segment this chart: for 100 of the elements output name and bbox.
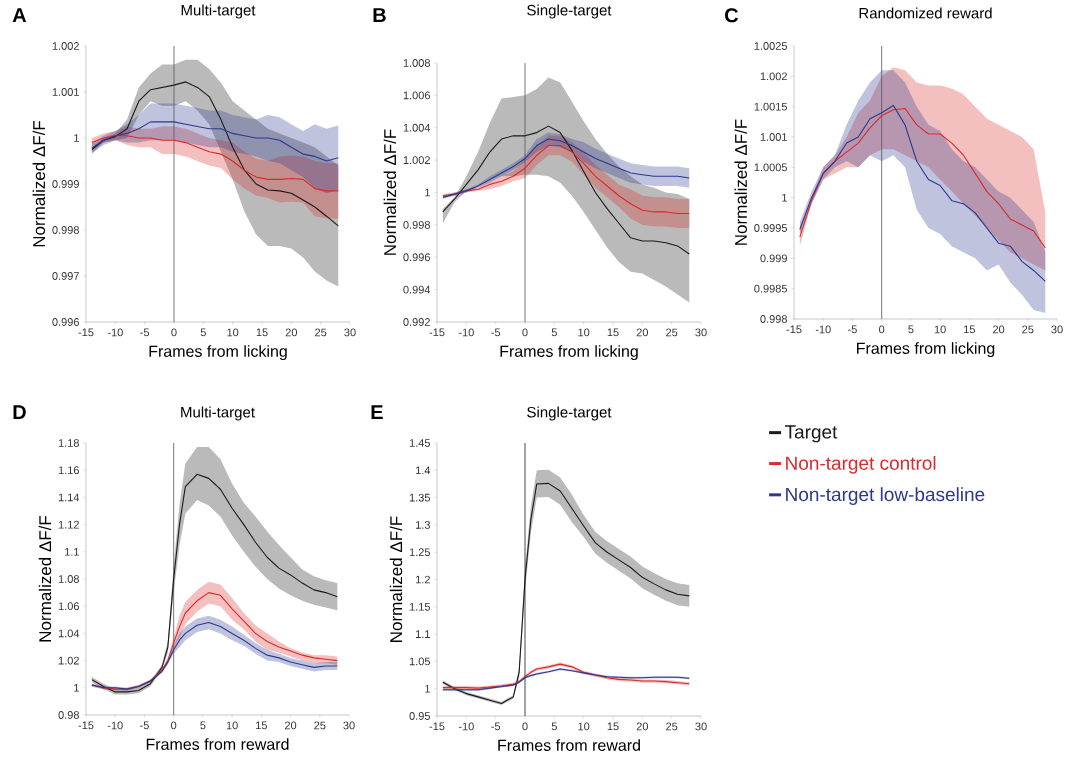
y-tick-label: 0.98 [58,711,79,719]
y-tick-label: 1.006 [403,91,430,100]
y-tick-label: 0.996 [403,253,430,262]
y-tick-label: 1.04 [58,629,80,638]
y-tick-label: 1.18 [58,439,79,447]
x-tick-label: 30 [695,722,707,731]
x-tick-label: 0 [522,328,528,337]
legend-label: Non-target control [786,455,936,474]
y-tick-label: 0.994 [403,285,431,294]
y-tick-label: 1 [782,193,787,202]
line-series [442,125,690,255]
y-tick-label: 0.998 [760,315,787,323]
x-tick-label: -5 [848,325,857,334]
x-axis-title: Frames from reward [146,738,289,750]
y-tick-label: 1.02 [58,656,79,665]
y-tick-label: 1 [74,684,79,692]
x-tick-label: -15 [78,721,94,730]
x-tick-label: 20 [285,328,298,337]
y-tick-label: 1.002 [52,42,79,50]
x-tick-label: 30 [343,721,355,730]
x-tick-label: -15 [78,328,94,337]
y-tick-label: 0.996 [52,318,79,326]
x-tick-label: 10 [578,328,590,337]
y-tick-label: 0.999 [52,180,79,188]
x-tick-label: 25 [314,721,326,730]
text: B [373,8,386,22]
y-tick-label: 1.1 [65,548,79,556]
y-tick-label: 0.998 [52,226,79,234]
x-tick-label: 10 [227,328,239,337]
y-tick-label: 1.45 [409,439,430,447]
y-tick-label: 1.001 [760,133,787,141]
y-tick-label: 0.998 [403,220,430,229]
x-axis-title: Frames from reward [498,739,640,751]
x-tick-label: 5 [200,721,206,730]
x-tick-label: 25 [666,328,678,337]
x-tick-label: 15 [964,325,975,334]
x-tick-label: 20 [636,328,649,337]
y-tick-label: 1.14 [58,493,80,502]
y-axis-title: Normalized ΔF/F [38,515,52,642]
y-axis-title: Normalized ΔF/F [383,129,397,255]
y-tick-label: 1.004 [403,123,431,132]
text: E [371,405,383,419]
y-tick-label: 1.35 [409,493,430,502]
legend-label: Target [784,425,838,443]
x-tick-label: 0 [171,721,177,730]
line-series [91,135,339,192]
y-tick-label: 1.001 [52,88,79,96]
y-tick-label: 1.15 [409,602,430,611]
y-tick-label: 1.008 [403,59,430,67]
y-tick-label: 1.0015 [754,102,787,111]
x-tick-label: -10 [107,721,123,730]
x-tick-label: -15 [429,722,445,731]
x-tick-label: 15 [256,328,268,337]
x-tick-label: 10 [578,722,590,731]
x-tick-label: 15 [607,722,619,731]
y-tick-label: 0.9995 [754,224,787,232]
text: A [12,8,27,22]
x-tick-label: -10 [458,328,474,337]
line-series [799,107,1046,249]
y-axis-title: Normalized ΔF/F [734,119,747,245]
x-tick-label: 0 [522,722,528,731]
y-tick-label: 1.002 [403,156,430,165]
line-series [442,145,690,215]
y-tick-label: 1.08 [58,575,79,583]
chart-title: Single-target [527,4,612,19]
x-tick-label: -5 [140,721,149,730]
x-tick-label: 0 [879,325,885,334]
x-tick-label: 5 [200,328,206,337]
x-tick-label: 30 [344,328,356,337]
y-tick-label: 1.1 [416,630,430,638]
y-tick-label: 1.06 [58,602,79,611]
x-tick-label: -5 [491,328,501,337]
x-tick-label: -10 [458,722,474,731]
y-tick-label: 1.3 [416,521,430,529]
x-tick-label: 15 [607,328,619,337]
y-tick-label: 0.95 [409,712,430,720]
y-tick-label: 1.16 [58,466,79,475]
x-tick-label: -5 [491,722,501,731]
y-tick-label: 0.9985 [754,284,787,293]
text: C [725,8,739,23]
y-axis-title: Normalized ΔF/F [389,516,403,642]
y-tick-label: 1 [425,188,430,197]
x-axis-title: Frames from licking [149,345,287,361]
y-tick-label: 0.997 [52,272,79,280]
x-tick-label: 20 [284,721,297,730]
y-tick-label: 1.2 [416,575,430,584]
y-tick-label: 1.12 [58,520,79,529]
x-tick-label: 10 [934,325,946,334]
chart-title: Single-target [527,406,612,421]
x-tick-label: -10 [107,328,123,337]
chart-title: Multi-target [181,406,255,421]
x-tick-label: -10 [815,325,831,334]
y-tick-label: 0.992 [403,318,430,326]
y-tick-label: 1.002 [760,72,787,81]
y-tick-label: 1.0025 [754,42,787,50]
x-tick-label: 30 [1051,325,1063,334]
y-axis-title: Normalized ΔF/F [32,120,46,247]
x-tick-label: 10 [226,721,238,730]
x-axis-title: Frames from licking [500,345,638,361]
x-tick-label: 15 [256,721,267,730]
